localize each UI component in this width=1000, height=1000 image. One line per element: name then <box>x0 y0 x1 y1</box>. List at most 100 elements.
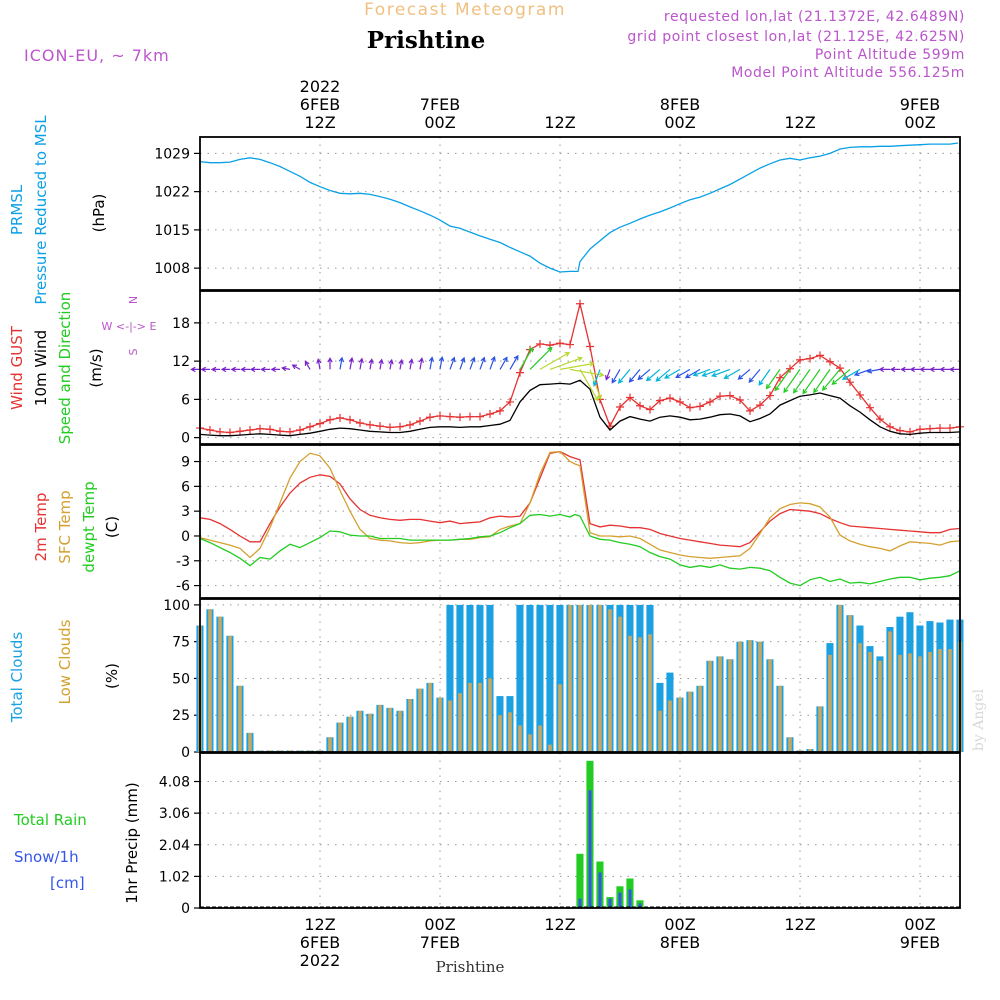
wind-direction-arrow <box>919 366 930 373</box>
wind-direction-arrow <box>509 354 519 370</box>
wind-direction-arrow <box>853 368 871 377</box>
low-cloud-bar <box>548 744 552 752</box>
wind-direction-arrow <box>821 369 841 391</box>
gust-marker <box>646 405 654 414</box>
low-cloud-bar <box>878 660 882 752</box>
y-tick-label: 9 <box>181 455 190 471</box>
total-cloud-bar <box>466 604 474 752</box>
low-cloud-bar <box>698 685 702 752</box>
snow-bar <box>578 898 582 908</box>
low-cloud-bar <box>488 678 492 752</box>
gust-marker <box>316 419 324 428</box>
wind-direction-arrow <box>579 369 599 402</box>
low-cloud-bar <box>768 659 772 752</box>
y-tick-label: 2.04 <box>159 838 190 854</box>
model-label: ICON-EU, ~ 7km <box>24 46 170 65</box>
gust-marker <box>436 411 444 420</box>
bottom-time-label: 12Z <box>544 915 575 934</box>
low-cloud-bar <box>378 704 382 752</box>
top-time-label: 6FEB <box>300 95 340 114</box>
gust-marker <box>826 357 834 366</box>
sfc-temp-label: SFC Temp <box>56 490 74 563</box>
wind-direction-arrow <box>280 366 291 372</box>
wind-direction-arrow <box>388 358 394 370</box>
top-time-label: 00Z <box>424 113 455 132</box>
low-cloud-bar <box>588 604 592 752</box>
low-cloud-bar <box>578 604 582 752</box>
gust-marker <box>516 368 524 377</box>
low-cloud-bar <box>448 700 452 752</box>
gust-marker <box>726 391 734 400</box>
y-tick-label: 3 <box>181 504 190 520</box>
gust-marker <box>476 412 484 421</box>
gust-marker <box>806 354 814 363</box>
low-cloud-bar <box>458 693 462 752</box>
gust-marker <box>736 396 744 405</box>
wind-direction-arrow <box>611 369 621 384</box>
gust-marker <box>346 415 354 424</box>
top-time-label: 8FEB <box>660 95 700 114</box>
wind-direction-arrow <box>711 368 731 378</box>
wind-direction-arrow <box>368 358 374 370</box>
wind-direction-arrow <box>889 366 900 373</box>
wind-direction-arrow <box>909 366 920 373</box>
clouds-unit: (%) <box>103 663 121 689</box>
low-cloud-bar <box>648 634 652 752</box>
gust-marker <box>846 378 854 387</box>
y-tick-label: 0 <box>181 529 190 545</box>
wind-direction-arrow <box>398 358 404 370</box>
series-line-dewpt-temp <box>199 513 961 587</box>
low-cloud-bar <box>328 737 332 752</box>
precip-unit: 1hr Precip (mm) <box>123 782 141 903</box>
low-cloud-bar <box>468 682 472 752</box>
snow-bar <box>638 903 642 908</box>
top-time-label: 7FEB <box>420 95 460 114</box>
low-cloud-bar <box>478 682 482 752</box>
gust-marker <box>276 427 284 436</box>
low-cloud-bar <box>848 615 852 752</box>
panel-pressure: 1008 1015 1022 1029 <box>154 136 961 291</box>
gust-marker <box>496 406 504 415</box>
gust-marker <box>746 406 754 415</box>
total-cloud-bar <box>536 604 544 752</box>
total-cloud-bar <box>526 604 534 752</box>
bottom-time-label: 12Z <box>304 915 335 934</box>
wind-direction-arrow <box>692 368 711 377</box>
wind-direction-arrow <box>813 369 831 394</box>
low-cloud-bar <box>518 725 522 752</box>
low-cloud-bar <box>868 652 872 752</box>
y-tick-label: 0 <box>181 431 190 447</box>
wind-direction-arrow <box>831 368 851 386</box>
wind-direction-arrow <box>519 346 534 370</box>
low-cloud-bar <box>918 656 922 752</box>
wind-direction-arrow <box>878 366 890 373</box>
low-cloud-bar <box>898 654 902 752</box>
panel-precip: 0 1.02 2.04 3.06 4.08 <box>159 752 961 917</box>
wind-direction-arrow <box>737 368 751 380</box>
wind-direction-arrow <box>783 369 801 394</box>
low-cloud-bar <box>498 715 502 752</box>
wind-direction-arrow <box>479 356 486 370</box>
gust-marker <box>206 425 214 434</box>
y-tick-label: 75 <box>172 635 190 651</box>
gust-marker <box>336 413 344 422</box>
low-cloud-bar <box>628 635 632 752</box>
panel-frame <box>199 752 961 909</box>
low-cloud-bar <box>528 734 532 752</box>
wind-label: 10m Wind <box>32 330 50 406</box>
low-cloud-bar <box>788 737 792 752</box>
wind-direction-arrow <box>230 366 240 373</box>
gust-marker <box>556 339 564 348</box>
wind-direction-arrow <box>190 366 200 373</box>
y-tick-label: 100 <box>163 598 190 614</box>
y-tick-label: 1.02 <box>159 869 190 885</box>
low-cloud-bar <box>718 656 722 752</box>
top-time-label: 00Z <box>904 113 935 132</box>
low-cloud-bar <box>418 688 422 752</box>
low-cloud-bar <box>728 659 732 752</box>
dewpt-label: dewpt Temp <box>80 481 98 572</box>
gust-marker <box>916 425 924 434</box>
gust-marker <box>936 424 944 433</box>
compass-west-east: W <-|-> E <box>102 320 157 333</box>
